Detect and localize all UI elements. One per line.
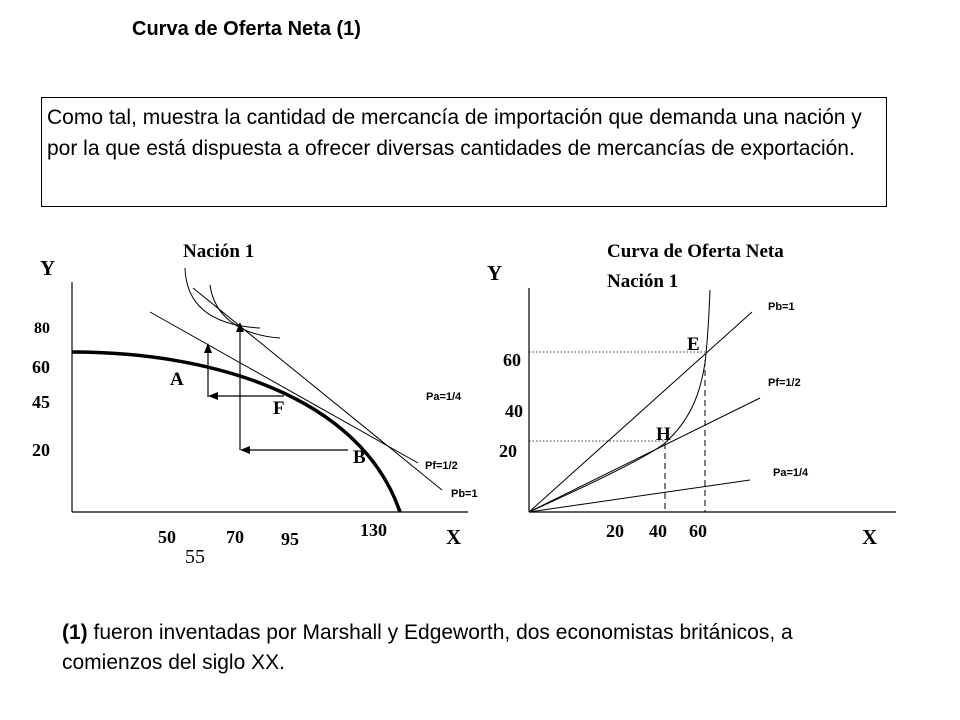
point-e-label: E bbox=[687, 334, 700, 355]
footnote: (1) fueron inventadas por Marshall y Edg… bbox=[62, 618, 882, 678]
left-x-tick-70: 70 bbox=[226, 527, 244, 547]
right-x-axis-label: X bbox=[862, 525, 877, 549]
left-y-tick-60: 60 bbox=[32, 357, 50, 377]
definition-box bbox=[41, 97, 887, 207]
right-price-label-pb: Pb=1 bbox=[768, 301, 795, 313]
right-y-axis-label: Y bbox=[487, 261, 502, 285]
ray-pb bbox=[528, 311, 753, 513]
left-x-axis-label: X bbox=[446, 525, 461, 549]
left-price-label-pa: Pa=1/4 bbox=[426, 391, 462, 403]
price-line-pf bbox=[149, 311, 419, 464]
right-diagram-title-line2: Nación 1 bbox=[607, 271, 678, 292]
right-x-tick-20: 20 bbox=[606, 521, 624, 541]
footnote-text: fueron inventadas por Marshall y Edgewor… bbox=[62, 621, 793, 674]
right-x-tick-60: 60 bbox=[689, 521, 707, 541]
left-y-axis-label: Y bbox=[40, 256, 55, 280]
ray-pa bbox=[528, 479, 751, 513]
ray-pf bbox=[528, 397, 761, 513]
right-y-tick-60: 60 bbox=[503, 350, 521, 370]
right-price-label-pa: Pa=1/4 bbox=[773, 467, 809, 479]
left-x-tick-130: 130 bbox=[360, 520, 387, 540]
right-y-tick-20: 20 bbox=[499, 441, 517, 461]
left-price-label-pf: Pf=1/2 bbox=[425, 460, 458, 472]
left-x-tick-55: 55 bbox=[185, 546, 205, 568]
point-f-label: F bbox=[273, 398, 285, 419]
point-h-label: H bbox=[656, 424, 671, 445]
left-price-label-pb: Pb=1 bbox=[451, 488, 478, 500]
production-frontier-curve bbox=[71, 350, 402, 513]
right-x-tick-40: 40 bbox=[649, 521, 667, 541]
left-x-tick-50: 50 bbox=[158, 527, 176, 547]
trade-arrow-a-up bbox=[204, 343, 212, 353]
offer-curve bbox=[528, 289, 711, 513]
slide-title: Curva de Oferta Neta (1) bbox=[132, 18, 361, 40]
point-a-label: A bbox=[170, 369, 184, 390]
left-y-tick-45: 45 bbox=[32, 392, 50, 412]
right-price-label-pf: Pf=1/2 bbox=[768, 377, 801, 389]
right-y-tick-40: 40 bbox=[505, 401, 523, 421]
trade-arrow-b-left bbox=[240, 446, 250, 454]
trade-arrow-b-up bbox=[236, 322, 244, 332]
left-diagram-title: Nación 1 bbox=[183, 241, 254, 262]
definition-text: Como tal, muestra la cantidad de mercanc… bbox=[47, 106, 862, 160]
indifference-curve-1 bbox=[184, 267, 261, 329]
right-diagram-title-line1: Curva de Oferta Neta bbox=[607, 241, 784, 262]
left-y-tick-20: 20 bbox=[32, 440, 50, 460]
left-diagram: Nación 1 Y X 80 60 45 20 50 55 70 95 130… bbox=[32, 241, 478, 568]
footnote-marker: (1) bbox=[62, 621, 88, 644]
point-b-label: B bbox=[353, 447, 366, 468]
left-x-tick-95: 95 bbox=[281, 529, 299, 549]
right-diagram: Curva de Oferta Neta Nación 1 Y X 60 40 … bbox=[487, 241, 896, 549]
left-y-tick-80: 80 bbox=[34, 320, 50, 337]
indifference-curve-2 bbox=[209, 284, 281, 339]
price-line-pb bbox=[192, 287, 443, 491]
trade-arrow-a-left bbox=[208, 392, 218, 400]
